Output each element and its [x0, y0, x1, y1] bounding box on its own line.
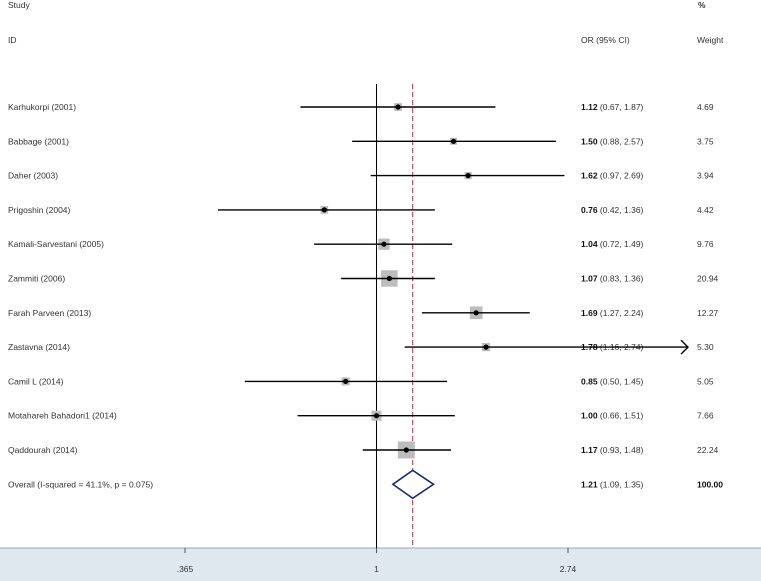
- study-row: Zammiti (2006) 1.07 (0.83, 1.36) 20.94: [8, 270, 719, 287]
- study-label: Karhukorpi (2001): [8, 102, 76, 112]
- point-estimate: [483, 344, 489, 350]
- confidence-interval: (0.42, 1.36): [598, 205, 644, 215]
- study-label: Zammiti (2006): [8, 274, 65, 284]
- study-row: Zastavna (2014) 1.78 (1.16, 2.74) 5.30: [8, 339, 714, 355]
- confidence-interval: (0.88, 2.57): [598, 136, 644, 146]
- point-estimate: [381, 241, 387, 247]
- study-row: Motahareh Bahadori1 (2014) 1.00 (0.66, 1.…: [8, 411, 714, 421]
- study-label: Motahareh Bahadori1 (2014): [8, 411, 117, 421]
- study-row: Prigoshin (2004) 0.76 (0.42, 1.36) 4.42: [8, 205, 714, 215]
- study-label: Daher (2003): [8, 171, 58, 181]
- confidence-interval: (1.27, 2.24): [598, 308, 644, 318]
- or-ci-text: 1.12 (0.67, 1.87): [581, 102, 644, 112]
- study-row: Camil L (2014) 0.85 (0.50, 1.45) 5.05: [8, 376, 714, 386]
- overall-weight: 100.00: [697, 479, 723, 489]
- confidence-interval: (0.97, 2.69): [598, 171, 644, 181]
- confidence-interval: (0.83, 1.36): [598, 274, 644, 284]
- point-estimate: [473, 310, 479, 316]
- or-ci-text: 1.62 (0.97, 2.69): [581, 171, 644, 181]
- study-row: Daher (2003) 1.62 (0.97, 2.69) 3.94: [8, 171, 714, 181]
- overall-diamond: [391, 469, 435, 500]
- weight-value: 3.94: [697, 171, 714, 181]
- point-estimate: [450, 138, 457, 144]
- point-estimate: [386, 275, 392, 282]
- point-estimate: [395, 104, 401, 110]
- confidence-interval: (0.72, 1.49): [598, 239, 644, 249]
- confidence-interval: (0.93, 1.48): [598, 445, 644, 455]
- study-row: Kamali-Sarvestani (2005) 1.04 (0.72, 1.49…: [8, 238, 714, 250]
- point-estimate: [403, 447, 409, 453]
- overall-confidence-interval: (1.09, 1.35): [598, 479, 644, 489]
- or-ci-text: 1.00 (0.66, 1.51): [581, 411, 644, 421]
- ci-arrow: [680, 339, 689, 355]
- overall-label: Overall (I-squared = 41.1%, p = 0.075): [8, 479, 153, 489]
- study-label: Zastavna (2014): [8, 342, 70, 352]
- study-label: Prigoshin (2004): [8, 205, 71, 215]
- study-label: Camil L (2014): [8, 376, 64, 386]
- odds-ratio-value: 1.50: [581, 136, 598, 146]
- axis-band: [0, 548, 761, 581]
- weight-value: 20.94: [697, 274, 719, 284]
- x-tick-label: 2.74: [560, 564, 577, 574]
- x-tick-label: 1: [374, 564, 379, 574]
- study-label: Babbage (2001): [8, 136, 69, 146]
- overall-or-ci-text: 1.21 (1.09, 1.35): [581, 479, 644, 489]
- study-label: Farah Parveen (2013): [8, 308, 91, 318]
- weight-value: 3.75: [697, 136, 714, 146]
- header-id: ID: [8, 35, 17, 45]
- odds-ratio-value: 1.62: [581, 171, 598, 181]
- point-estimate: [373, 413, 380, 419]
- odds-ratio-value: 1.17: [581, 445, 598, 455]
- x-axis: .365 1 2.74: [177, 548, 577, 574]
- confidence-interval: (0.66, 1.51): [598, 411, 644, 421]
- odds-ratio-value: 1.07: [581, 274, 598, 284]
- study-label: Qaddourah (2014): [8, 445, 78, 455]
- or-ci-text: 1.04 (0.72, 1.49): [581, 239, 644, 249]
- study-row: Karhukorpi (2001) 1.12 (0.67, 1.87) 4.69: [8, 102, 714, 112]
- odds-ratio-value: 1.04: [581, 239, 598, 249]
- weight-value: 12.27: [697, 308, 719, 318]
- study-row: Qaddourah (2014) 1.17 (0.93, 1.48) 22.24: [8, 441, 719, 459]
- odds-ratio-value: 1.00: [581, 411, 598, 421]
- odds-ratio-value: 1.69: [581, 308, 598, 318]
- point-estimate: [465, 173, 471, 179]
- header-or-ci: OR (95% CI): [581, 35, 630, 45]
- confidence-interval: (0.67, 1.87): [598, 102, 644, 112]
- weight-value: 5.30: [697, 342, 714, 352]
- header-weight: Weight: [697, 35, 724, 45]
- weight-value: 9.76: [697, 239, 714, 249]
- or-ci-text: 1.07 (0.83, 1.36): [581, 274, 644, 284]
- weight-value: 22.24: [697, 445, 719, 455]
- point-estimate: [343, 378, 349, 384]
- study-rows: Karhukorpi (2001) 1.12 (0.67, 1.87) 4.69 Ba…: [8, 102, 723, 500]
- header-study: Study: [8, 0, 30, 10]
- or-ci-text: 0.76 (0.42, 1.36): [581, 205, 644, 215]
- odds-ratio-value: 1.12: [581, 102, 598, 112]
- or-ci-text: 0.85 (0.50, 1.45): [581, 376, 644, 386]
- odds-ratio-value: 0.85: [581, 376, 598, 386]
- x-tick-label: .365: [177, 564, 194, 574]
- overall-odds-ratio: 1.21: [581, 479, 598, 489]
- point-estimate: [321, 207, 327, 213]
- study-row: Babbage (2001) 1.50 (0.88, 2.57) 3.75: [8, 136, 714, 146]
- study-row: Farah Parveen (2013) 1.69 (1.27, 2.24) 12.…: [8, 306, 719, 320]
- confidence-interval: (0.50, 1.45): [598, 376, 644, 386]
- or-ci-text: 1.69 (1.27, 2.24): [581, 308, 644, 318]
- odds-ratio-value: 0.76: [581, 205, 598, 215]
- weight-value: 4.69: [697, 102, 714, 112]
- weight-value: 5.05: [697, 376, 714, 386]
- study-label: Kamali-Sarvestani (2005): [8, 239, 104, 249]
- overall-row: Overall (I-squared = 41.1%, p = 0.075) 1.…: [8, 469, 723, 500]
- or-ci-text: 1.50 (0.88, 2.57): [581, 136, 644, 146]
- or-ci-text: 1.17 (0.93, 1.48): [581, 445, 644, 455]
- header-percent: %: [698, 0, 706, 10]
- weight-value: 7.66: [697, 411, 714, 421]
- weight-value: 4.42: [697, 205, 714, 215]
